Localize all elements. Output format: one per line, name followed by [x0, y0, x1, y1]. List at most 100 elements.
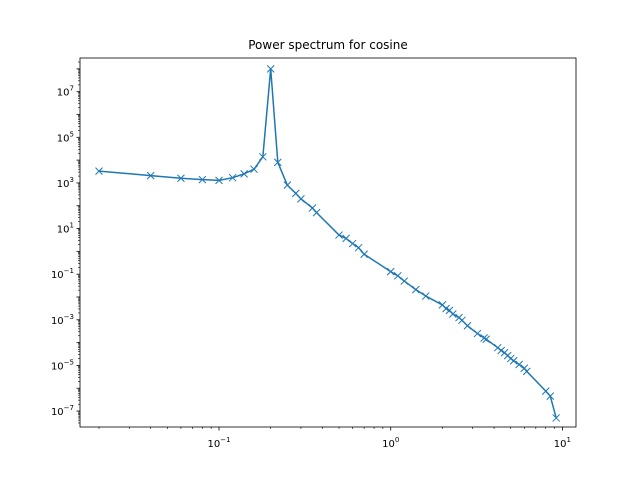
data-point-marker [266, 65, 275, 73]
y-tick-label-exponent: −1 [64, 267, 74, 275]
y-tick-label-exponent: 7 [70, 85, 74, 93]
y-tick-label: 107 [57, 85, 74, 99]
y-tick-label-exponent: −5 [64, 358, 74, 366]
data-point-marker [393, 271, 402, 280]
y-tick-label-base: 10 [51, 407, 64, 418]
x-tick-label-exponent: −1 [220, 436, 230, 444]
y-tick-label-base: 10 [51, 361, 64, 372]
marker-stroke [258, 152, 267, 161]
data-point-marker [386, 267, 395, 276]
data-point-marker [95, 167, 103, 175]
y-tick-label-base: 10 [51, 270, 64, 281]
data-point-marker [448, 310, 457, 318]
data-point-marker [473, 329, 482, 338]
data-point-marker [258, 152, 267, 161]
marker-stroke [95, 167, 103, 175]
data-point-marker [411, 285, 420, 294]
y-tick-label: 10−3 [51, 313, 74, 327]
marker-stroke [497, 346, 506, 355]
marker-stroke [541, 387, 550, 395]
y-tick-label: 105 [57, 130, 74, 144]
data-point-marker [273, 158, 282, 167]
y-tick-label-base: 10 [57, 133, 70, 144]
marker-stroke [458, 316, 466, 325]
marker-stroke [273, 158, 282, 167]
data-point-marker [146, 171, 155, 180]
marker-stroke [400, 277, 409, 285]
y-tick-label-exponent: 3 [70, 176, 74, 184]
data-point-marker [177, 174, 185, 183]
y-tick-label-exponent: 1 [70, 222, 74, 230]
marker-stroke [215, 176, 223, 185]
marker-stroke [354, 243, 363, 252]
marker-stroke [448, 310, 457, 318]
data-point-marker [297, 195, 305, 203]
marker-stroke [438, 301, 447, 309]
marker-stroke [297, 195, 305, 203]
data-point-marker [482, 335, 491, 344]
marker-stroke [515, 360, 524, 369]
y-tick-label: 10−7 [51, 404, 74, 418]
marker-stroke [482, 335, 491, 344]
y-tick-label: 101 [57, 222, 74, 236]
x-tick-label-exponent: 1 [567, 436, 571, 444]
data-point-marker [497, 346, 506, 355]
marker-stroke [463, 321, 472, 330]
marker-stroke [552, 414, 561, 422]
marker-stroke [342, 234, 350, 243]
marker-stroke [411, 285, 420, 294]
marker-stroke [240, 170, 248, 178]
marker-stroke [480, 334, 488, 342]
data-point-marker [215, 176, 223, 185]
data-point-marker [400, 277, 409, 285]
data-point-marker [522, 367, 531, 376]
data-point-marker [480, 334, 488, 342]
chart-title: Power spectrum for cosine [248, 38, 408, 52]
x-tick-label: 10−1 [207, 436, 230, 450]
y-tick-label: 10−5 [51, 358, 74, 372]
data-point-marker [360, 250, 368, 259]
y-tick-label: 103 [57, 176, 74, 190]
marker-stroke [250, 165, 258, 174]
marker-stroke [442, 304, 450, 313]
marker-stroke [421, 292, 430, 300]
marker-stroke [506, 354, 515, 363]
y-tick-label-exponent: −7 [64, 404, 74, 412]
marker-stroke [177, 174, 185, 183]
data-point-marker [228, 173, 237, 182]
x-tick-label-base: 10 [207, 439, 220, 450]
y-tick-label: 10−1 [51, 267, 74, 281]
marker-stroke [360, 250, 368, 259]
data-point-marker [463, 321, 472, 330]
y-tick-label-base: 10 [57, 225, 70, 236]
data-point-marker [354, 243, 363, 252]
marker-stroke [473, 329, 482, 338]
data-point-marker [546, 392, 555, 401]
data-point-marker [335, 231, 343, 239]
data-point-marker [552, 414, 561, 422]
marker-stroke [335, 231, 343, 239]
data-point-marker [240, 170, 248, 178]
y-tick-label-exponent: 5 [70, 130, 74, 138]
marker-stroke [198, 175, 207, 184]
marker-stroke [386, 267, 395, 276]
y-tick-label-exponent: −3 [64, 313, 74, 321]
marker-stroke [146, 171, 155, 180]
data-point-marker [348, 239, 357, 248]
data-point-marker [515, 360, 524, 369]
y-tick-label-base: 10 [51, 316, 64, 327]
marker-stroke [522, 367, 531, 376]
x-tick-label-exponent: 0 [395, 436, 399, 444]
marker-stroke [393, 271, 402, 280]
y-tick-label-base: 10 [57, 88, 70, 99]
marker-stroke [228, 173, 237, 182]
data-point-marker [283, 181, 292, 190]
data-point-marker [509, 356, 518, 365]
x-tick-label-base: 10 [382, 439, 395, 450]
marker-stroke [308, 204, 317, 212]
axes-frame [79, 57, 577, 428]
marker-stroke [312, 208, 321, 217]
